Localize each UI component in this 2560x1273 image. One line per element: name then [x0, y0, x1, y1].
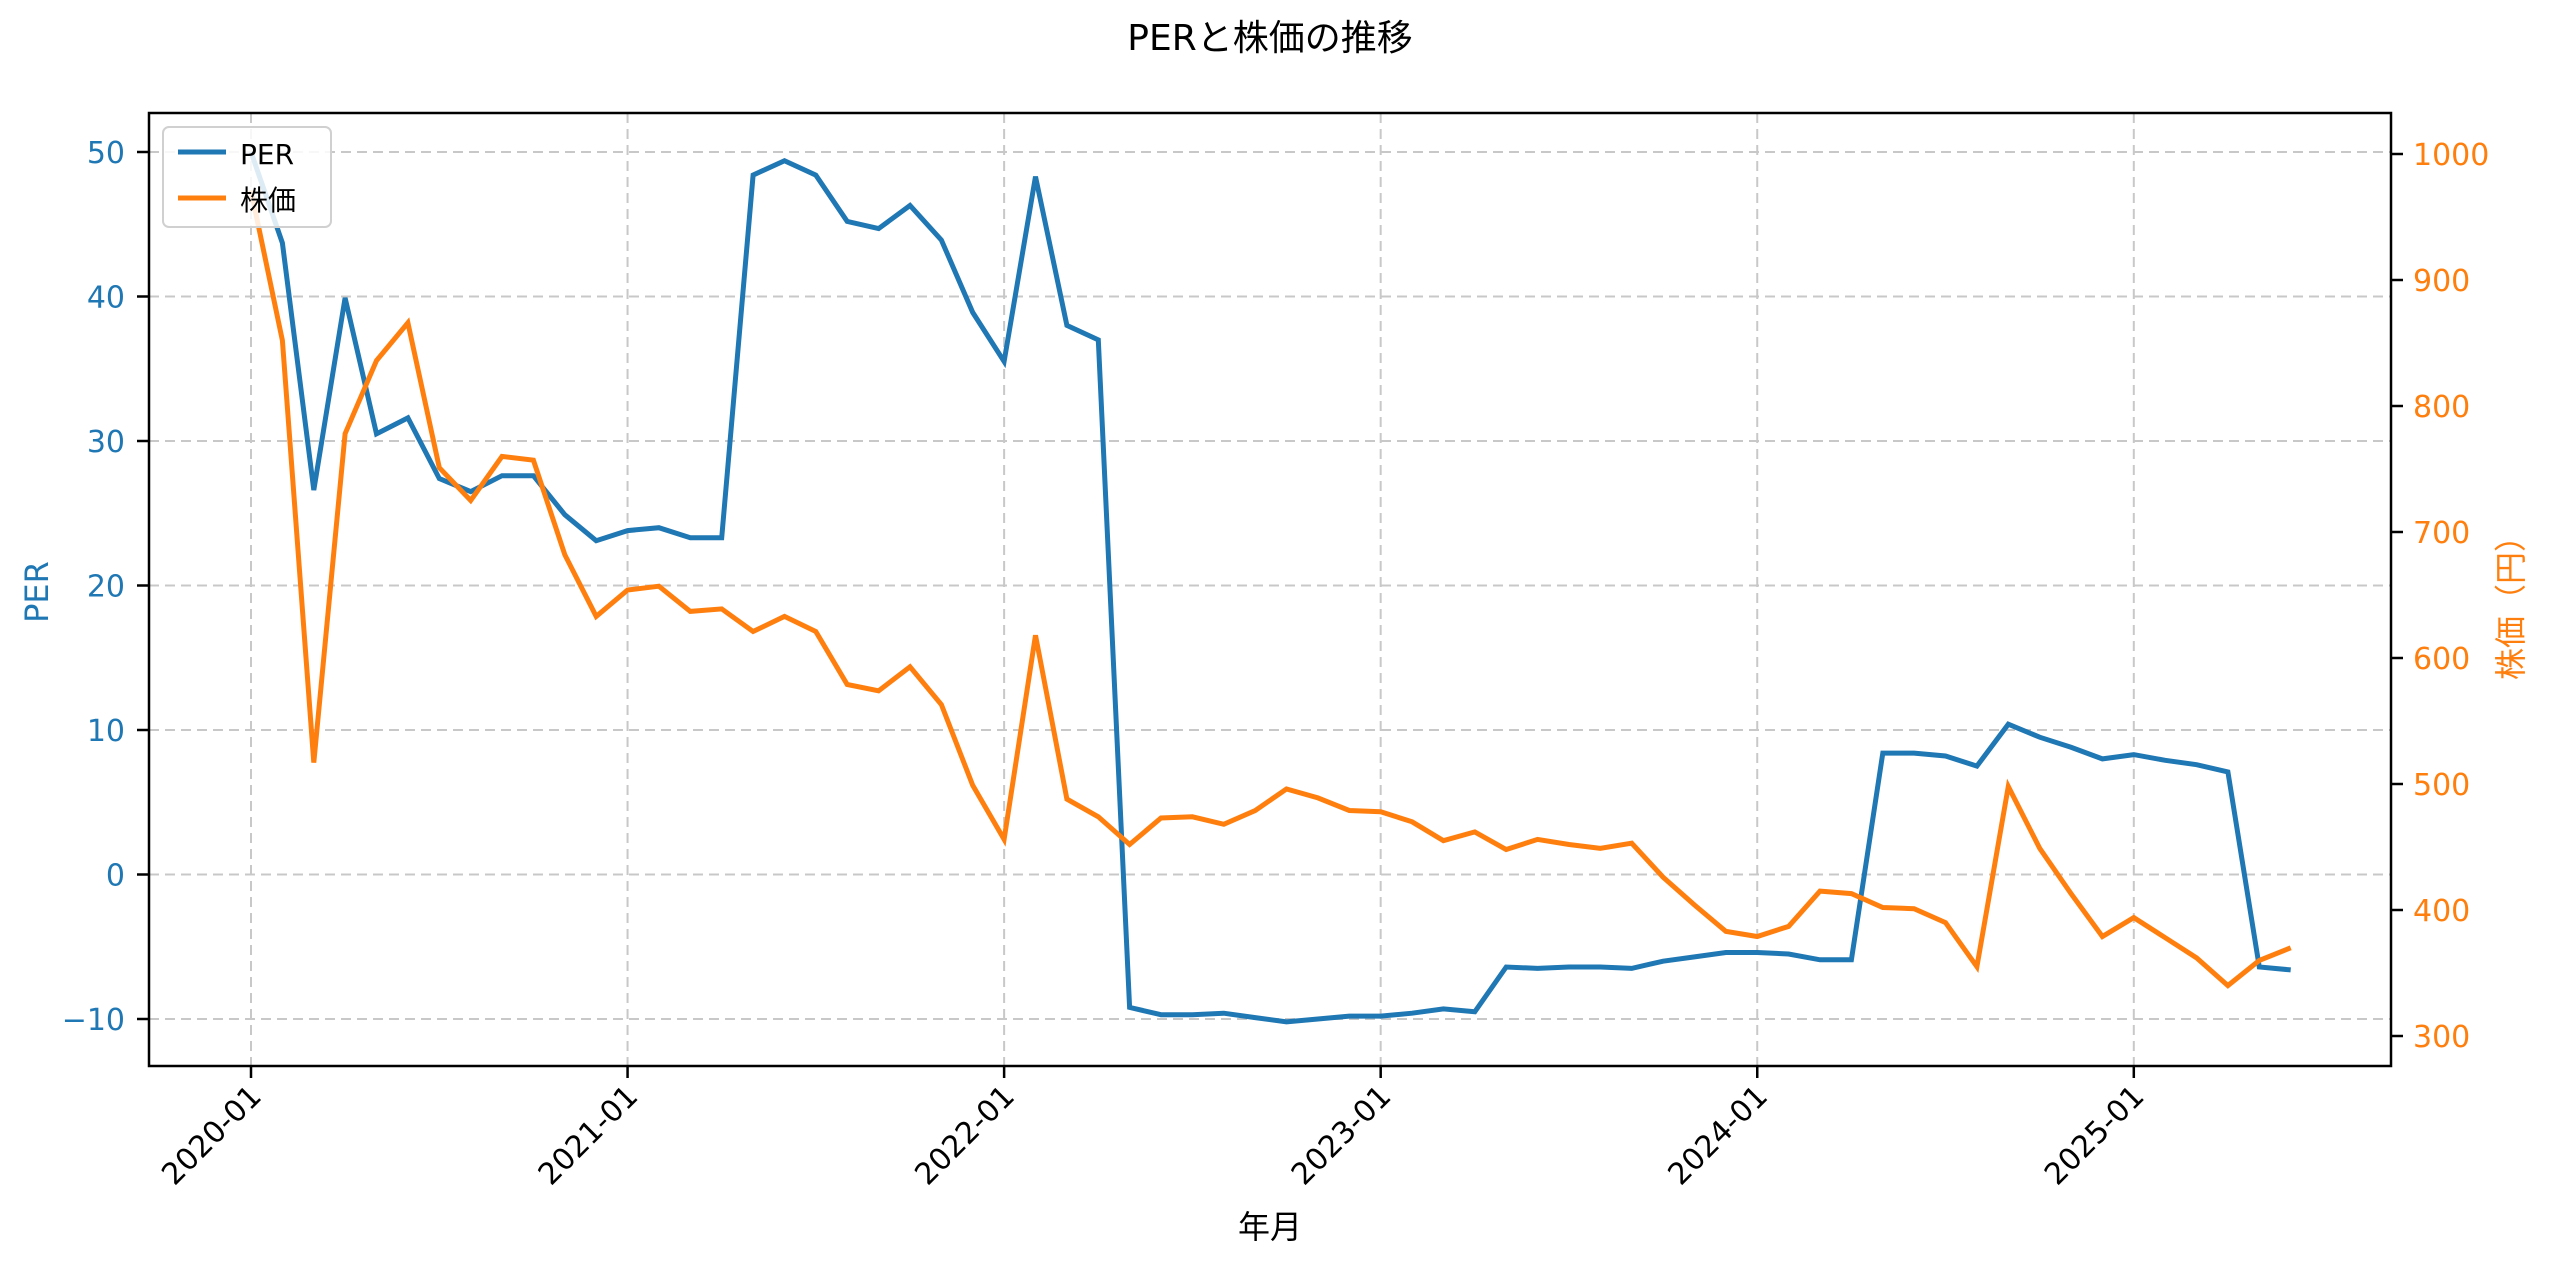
y-tick-label-left: 40: [87, 281, 125, 316]
plot-series: [248, 151, 2292, 1025]
y-tick-label-right: 300: [2413, 1020, 2470, 1055]
y-axis-label-left: PER: [18, 561, 56, 623]
y-tick-label-right: 700: [2413, 516, 2470, 551]
x-tick-label: 2021-01: [532, 1079, 645, 1192]
x-axis: 2020-01 2021-01 2022-01 2023-01 2024-01 2025-…: [155, 1066, 2151, 1192]
x-tick-label: 2025-01: [2038, 1079, 2151, 1192]
x-tick-label: 2022-01: [908, 1079, 1021, 1192]
y-tick-label-left: 10: [87, 714, 125, 749]
y-tick-label-left: −10: [62, 1003, 125, 1038]
x-tick-label: 2024-01: [1662, 1079, 1775, 1192]
y-tick-label-left: 50: [87, 136, 125, 171]
price-line: [248, 189, 2292, 989]
left-y-axis: −10 0 10 20 30 40 50: [62, 136, 149, 1038]
y-tick-label-left: 20: [87, 570, 125, 605]
per-line: [248, 151, 2291, 1025]
plot-frame: [147, 111, 2393, 1068]
legend-label-per: PER: [240, 138, 294, 171]
chart-title: PERと株価の推移: [1127, 18, 1412, 59]
y-tick-label-left: 0: [106, 859, 125, 894]
legend: PER 株価: [162, 126, 332, 228]
x-tick-label: 2020-01: [155, 1079, 268, 1192]
y-tick-label-left: 30: [87, 425, 125, 460]
y-tick-label-right: 800: [2413, 390, 2470, 425]
x-axis-label: 年月: [1238, 1208, 1302, 1246]
y-tick-label-right: 400: [2413, 894, 2470, 929]
y-tick-label-right: 600: [2413, 642, 2470, 677]
y-tick-label-right: 900: [2413, 264, 2470, 299]
right-y-axis: 300 400 500 600 700 800 900 1000: [2391, 138, 2489, 1055]
legend-label-price: 株価: [240, 184, 296, 217]
y-axis-label-right: 株価（円）: [2492, 520, 2530, 680]
y-tick-label-right: 1000: [2413, 138, 2489, 173]
y-tick-label-right: 500: [2413, 768, 2470, 803]
x-tick-label: 2023-01: [1285, 1079, 1398, 1192]
grid-lines: [149, 113, 2391, 1066]
